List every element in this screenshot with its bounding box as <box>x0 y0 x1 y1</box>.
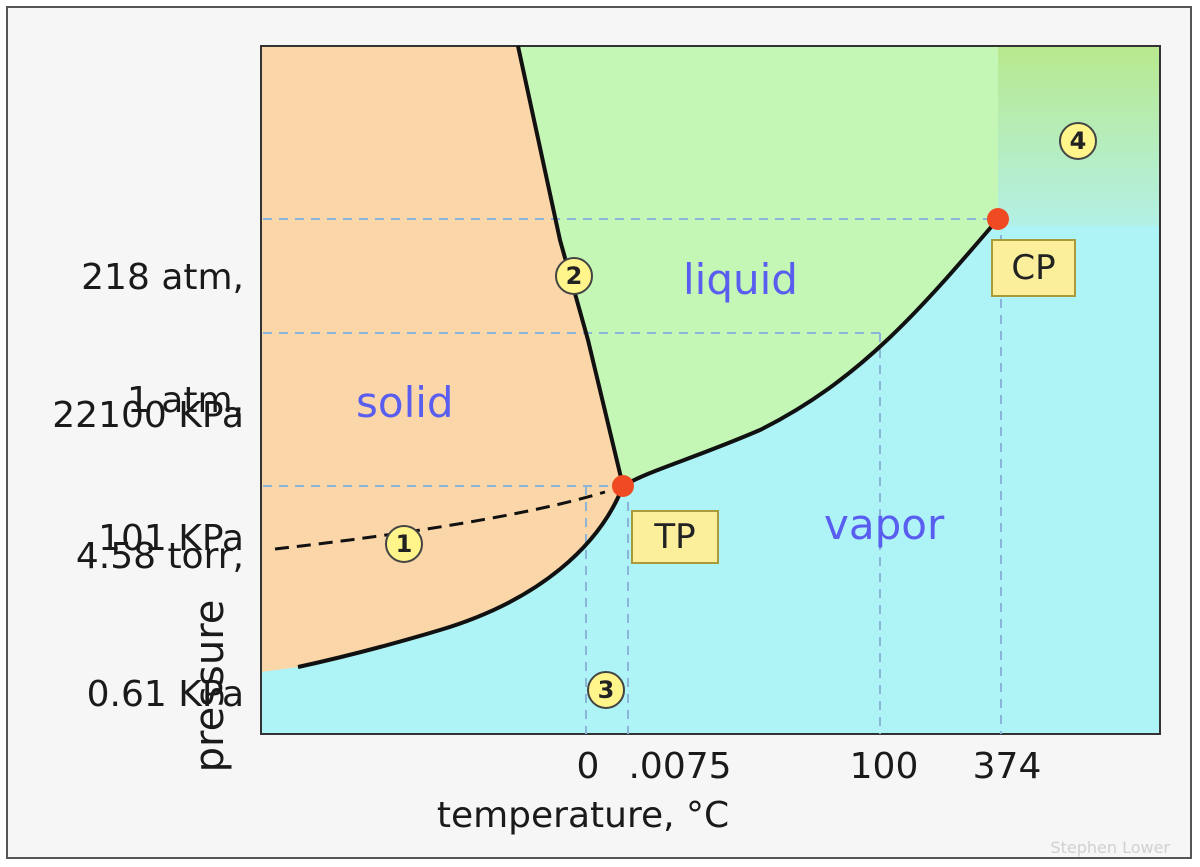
xtick-label-0075: .0075 <box>628 746 732 787</box>
triple-point-label: TP <box>631 510 719 564</box>
solid-region <box>261 46 623 672</box>
xtick-label-0: 0 <box>576 746 600 787</box>
xtick-label-374: 374 <box>972 746 1042 787</box>
ytick-label-4-58torr: 4.58 torr, 0.61 KPa <box>76 442 244 764</box>
marker-4: 4 <box>1059 122 1097 160</box>
critical-point <box>987 208 1009 230</box>
y-axis-label: pressure <box>187 599 233 773</box>
ytick-label-218atm: 218 atm, 22100 KPa <box>52 163 244 485</box>
x-axis-label: temperature, °C <box>436 795 730 836</box>
marker-1: 1 <box>385 525 423 563</box>
ytick-label-4-58torr-line2: 0.61 KPa <box>86 674 244 715</box>
ytick-label-218atm-line1: 218 atm, <box>81 257 244 298</box>
ytick-label-1atm-line2: 101 KPa <box>98 518 244 559</box>
sublimation-curve <box>297 485 625 669</box>
region-label-solid: solid <box>356 378 454 427</box>
ytick-label-218atm-line2: 22100 KPa <box>52 395 244 436</box>
ytick-label-1atm: 1 atm, 101 KPa <box>98 286 244 608</box>
region-label-liquid: liquid <box>683 255 798 304</box>
ytick-label-4-58torr-line1: 4.58 torr, <box>75 536 244 577</box>
vaporization-curve <box>621 217 1000 488</box>
plot-border <box>260 45 1161 735</box>
region-label-vapor: vapor <box>824 500 945 549</box>
critical-point-label: CP <box>991 239 1076 297</box>
ytick-label-1atm-line1: 1 atm, <box>126 380 244 421</box>
triple-point <box>612 475 634 497</box>
xtick-label-100: 100 <box>849 746 919 787</box>
credit-watermark: Stephen Lower <box>1050 838 1170 857</box>
supercooled-liquid-curve <box>274 490 606 551</box>
guide-lines <box>263 218 1002 734</box>
marker-3: 3 <box>587 671 625 709</box>
marker-2: 2 <box>555 257 593 295</box>
